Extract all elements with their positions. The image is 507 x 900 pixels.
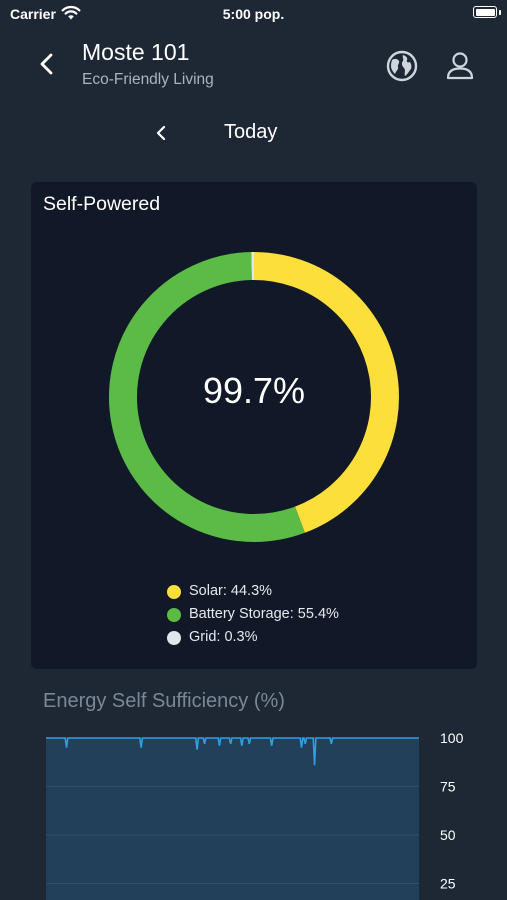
header: Moste 101 Eco-Friendly Living bbox=[0, 28, 507, 108]
battery-tip bbox=[499, 10, 501, 15]
legend-label-grid: Grid: 0.3% bbox=[189, 629, 258, 645]
battery-icon bbox=[473, 6, 497, 18]
legend-item-solar: Solar: 44.3% bbox=[167, 580, 339, 603]
back-button[interactable] bbox=[32, 48, 64, 80]
series-area bbox=[46, 738, 419, 900]
self-sufficiency-title: Energy Self Sufficiency (%) bbox=[43, 690, 285, 712]
self-powered-title: Self-Powered bbox=[43, 193, 161, 215]
self-sufficiency-area-chart: 100 75 50 25 bbox=[46, 730, 464, 900]
self-powered-value: 99.7% bbox=[202, 370, 306, 411]
page-title: Moste 101 bbox=[82, 39, 190, 65]
legend-item-battery-storage: Battery Storage: 55.4% bbox=[167, 603, 339, 626]
carrier-label: Carrier bbox=[10, 6, 56, 22]
legend-dot-grid bbox=[167, 631, 181, 645]
donut-slice-solar bbox=[253, 252, 399, 533]
date-label: Today bbox=[224, 121, 278, 143]
donut-slice-battery-storage bbox=[109, 252, 305, 542]
y-tick-label-100: 100 bbox=[440, 730, 464, 746]
status-bar: Carrier 5:00 pop. bbox=[0, 0, 507, 28]
self-powered-card: Self-Powered 99.7% Solar: 44.3% Battery … bbox=[31, 182, 477, 669]
legend-dot-battery-storage bbox=[167, 608, 181, 622]
wifi-icon bbox=[61, 5, 81, 20]
self-powered-donut-chart bbox=[109, 252, 399, 542]
donut-legend: Solar: 44.3% Battery Storage: 55.4% Grid… bbox=[167, 580, 339, 649]
legend-label-solar: Solar: 44.3% bbox=[189, 583, 273, 599]
series-line bbox=[46, 737, 419, 766]
date-navigator: Today bbox=[0, 116, 507, 150]
status-time: 5:00 pop. bbox=[222, 6, 285, 22]
globe-icon[interactable] bbox=[384, 48, 420, 84]
legend-dot-solar bbox=[167, 585, 181, 599]
y-tick-label-50: 50 bbox=[440, 827, 456, 843]
user-icon[interactable] bbox=[442, 48, 478, 84]
y-tick-label-25: 25 bbox=[440, 876, 456, 892]
page-subtitle: Eco-Friendly Living bbox=[82, 71, 214, 88]
previous-day-button[interactable] bbox=[150, 120, 172, 146]
y-tick-label-75: 75 bbox=[440, 779, 456, 795]
legend-label-battery-storage: Battery Storage: 55.4% bbox=[189, 606, 339, 622]
legend-item-grid: Grid: 0.3% bbox=[167, 626, 339, 649]
